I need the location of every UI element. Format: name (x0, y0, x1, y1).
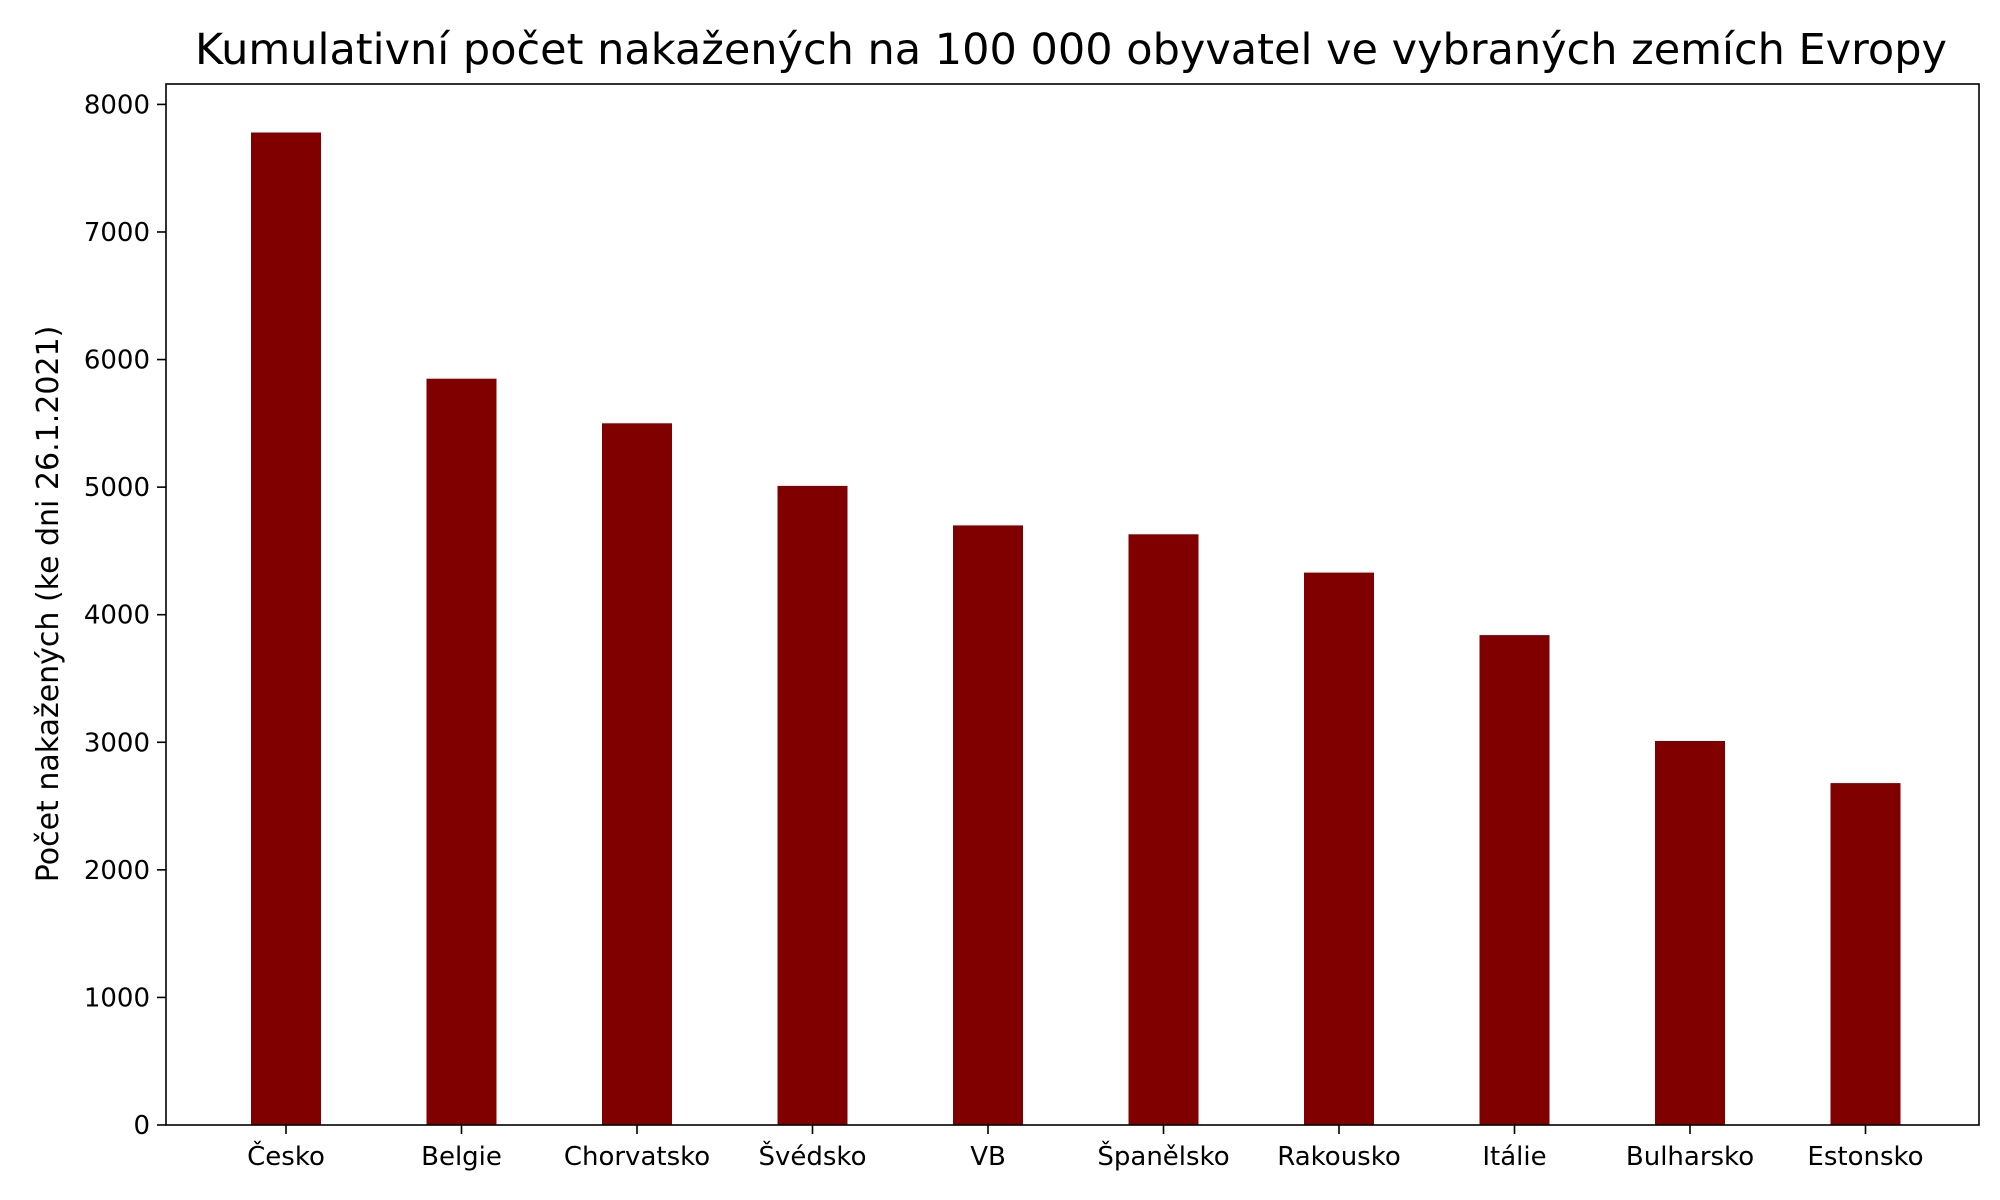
y-tick-label: 2000 (84, 856, 150, 886)
y-axis-label: Počet nakažených (ke dni 26.1.2021) (31, 326, 66, 883)
x-axis-ticks: Česko Belgie Chorvatsko Švédsko VB Španělsko R… (247, 1125, 1924, 1172)
plot-area-frame (165, 83, 1980, 1126)
bar (1479, 635, 1550, 1125)
bar (1128, 534, 1199, 1125)
x-tick-label: Bulharsko (1626, 1142, 1754, 1172)
y-tick-label: 6000 (84, 346, 150, 376)
bar (1830, 783, 1901, 1125)
y-tick-label: 8000 (84, 90, 150, 120)
bar (251, 132, 321, 1125)
y-tick-label: 0 (133, 1111, 150, 1141)
x-tick-label: VB (970, 1142, 1006, 1172)
x-tick-label: Česko (247, 1140, 325, 1172)
chart-title: Kumulativní počet nakažených na 100 000 … (195, 25, 1947, 75)
bar (1304, 572, 1374, 1125)
x-tick-label: Španělsko (1097, 1140, 1229, 1172)
x-tick-label: Estonsko (1807, 1142, 1923, 1172)
y-tick-label: 3000 (84, 728, 150, 758)
y-tick-label: 7000 (84, 218, 150, 248)
x-tick-label: Itálie (1482, 1142, 1546, 1172)
bar (953, 525, 1023, 1125)
bar (1655, 741, 1725, 1125)
y-tick-label: 5000 (84, 473, 150, 503)
x-tick-label: Chorvatsko (564, 1142, 710, 1172)
x-tick-label: Rakousko (1277, 1142, 1401, 1172)
bar (426, 378, 497, 1125)
x-tick-label: Švédsko (759, 1140, 867, 1172)
y-tick-label: 4000 (84, 601, 150, 631)
y-tick-label: 1000 (84, 983, 150, 1013)
bars (251, 132, 1901, 1125)
bar (777, 485, 848, 1125)
x-tick-label: Belgie (421, 1142, 502, 1172)
bar (602, 423, 672, 1125)
y-axis-ticks: 0 1000 2000 3000 4000 5000 6000 7000 8000 (84, 90, 166, 1141)
